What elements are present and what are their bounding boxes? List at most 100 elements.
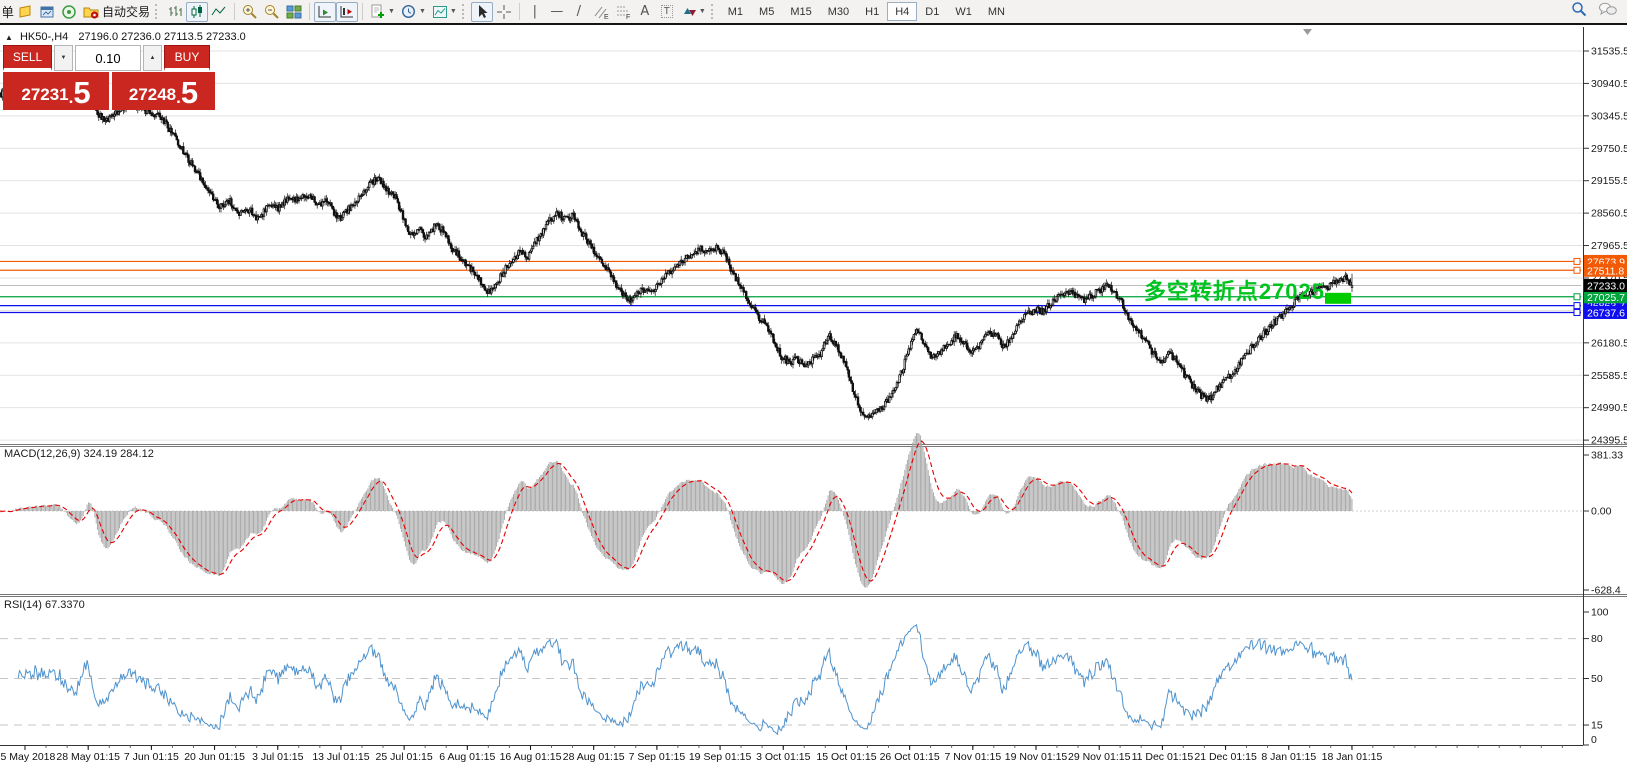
text-tool[interactable]: A xyxy=(640,4,650,19)
volume-input[interactable] xyxy=(75,45,141,71)
toolbar-grip xyxy=(710,4,716,19)
svg-text:27233.0: 27233.0 xyxy=(1587,280,1625,292)
trendline-tool[interactable]: / xyxy=(576,4,582,19)
chart-window-icon[interactable] xyxy=(36,2,58,22)
chevron-down-icon: ▼ xyxy=(388,8,395,15)
toolbar-separator xyxy=(309,3,311,20)
zoom-in-icon[interactable] xyxy=(239,2,261,22)
svg-text:11 Dec 01:15: 11 Dec 01:15 xyxy=(1132,751,1194,763)
new-order-button-partial[interactable]: 单 xyxy=(3,5,14,20)
cursor-tool-icon[interactable] xyxy=(470,1,493,22)
svg-text:6 Aug 01:15: 6 Aug 01:15 xyxy=(439,751,495,763)
tf-w1[interactable]: W1 xyxy=(955,5,972,18)
chevron-down-icon: ▼ xyxy=(418,8,426,15)
svg-text:31535.5: 31535.5 xyxy=(1591,46,1627,58)
auto-scroll-icon[interactable] xyxy=(314,1,337,22)
svg-text:15 Oct 01:15: 15 Oct 01:15 xyxy=(816,751,876,763)
price-chart-canvas[interactable]: 31535.5 30940.5 30345.5 29750.5 29155.5 28560… xyxy=(0,27,1627,767)
tf-m30[interactable]: M30 xyxy=(827,5,850,18)
chart-annotation-text[interactable]: 多空转折点27025 xyxy=(1143,279,1325,304)
svg-text:100: 100 xyxy=(1591,607,1609,619)
indicators-button[interactable]: ▼ xyxy=(367,2,398,22)
svg-text:7 Sep 01:15: 7 Sep 01:15 xyxy=(629,751,686,763)
toolbar-separator xyxy=(362,3,364,20)
tf-mn[interactable]: MN xyxy=(987,5,1005,18)
svg-text:29750.5: 29750.5 xyxy=(1591,143,1627,155)
svg-text:26 Oct 01:15: 26 Oct 01:15 xyxy=(880,751,940,763)
volume-decrease-button[interactable]: ▼ xyxy=(54,45,73,71)
fibonacci-tool-icon[interactable]: F xyxy=(612,2,634,22)
main-toolbar: 单 自动交易 ▼ ▼ ▼ | — / E F A T ▼ M1 M5 M15 M… xyxy=(0,0,1627,25)
toolbar-grip xyxy=(461,4,467,19)
tf-m5[interactable]: M5 xyxy=(759,5,775,18)
svg-text:20 Jun 01:15: 20 Jun 01:15 xyxy=(184,751,245,763)
svg-text:29 Nov 01:15: 29 Nov 01:15 xyxy=(1068,751,1131,763)
svg-text:26180.5: 26180.5 xyxy=(1591,337,1627,349)
toolbar-grip xyxy=(155,4,160,19)
search-icon[interactable] xyxy=(1571,1,1588,23)
auto-trading-button[interactable]: 自动交易 xyxy=(80,2,153,22)
buy-button[interactable]: BUY xyxy=(164,45,210,71)
chevron-down-icon: ▼ xyxy=(698,8,706,15)
volume-increase-button[interactable]: ▲ xyxy=(143,45,162,71)
svg-text:7 Jun 01:15: 7 Jun 01:15 xyxy=(124,751,179,763)
svg-text:27965.5: 27965.5 xyxy=(1591,240,1627,252)
ohlc-values: 27196.0 27236.0 27113.5 27233.0 xyxy=(78,31,246,43)
vertical-line-tool[interactable]: | xyxy=(532,4,538,19)
svg-text:28 Aug 01:15: 28 Aug 01:15 xyxy=(563,751,625,763)
chevron-down-icon: ▼ xyxy=(449,8,457,15)
arrows-tool-button[interactable]: ▼ xyxy=(678,2,709,22)
crosshair-tool-icon[interactable] xyxy=(493,2,515,22)
toolbar-separator xyxy=(234,3,236,20)
svg-text:0: 0 xyxy=(1591,734,1597,746)
chart-shift-icon[interactable] xyxy=(336,1,359,22)
signal-icon[interactable] xyxy=(58,2,80,22)
buy-price-display[interactable]: 27248. 5 xyxy=(112,72,215,110)
text-label-tool[interactable]: T xyxy=(656,2,678,22)
svg-text:13 Jul 01:15: 13 Jul 01:15 xyxy=(312,751,369,763)
sell-button[interactable]: SELL xyxy=(3,45,52,71)
svg-text:80: 80 xyxy=(1591,633,1603,645)
svg-text:18 Jan 01:15: 18 Jan 01:15 xyxy=(1322,751,1383,763)
svg-text:19 Sep 01:15: 19 Sep 01:15 xyxy=(689,751,752,763)
sell-price-display[interactable]: 27231. 5 xyxy=(3,72,109,110)
svg-text:29155.5: 29155.5 xyxy=(1591,175,1627,187)
macd-indicator-label: MACD(12,26,9) 324.19 284.12 xyxy=(4,448,154,460)
svg-text:21 Dec 01:15: 21 Dec 01:15 xyxy=(1194,751,1257,763)
svg-text:28 May 01:15: 28 May 01:15 xyxy=(56,751,120,763)
zoom-out-icon[interactable] xyxy=(261,2,283,22)
horizontal-line-tool[interactable]: — xyxy=(550,4,564,19)
tile-windows-icon[interactable] xyxy=(283,2,305,22)
bar-chart-icon[interactable] xyxy=(164,2,186,22)
channel-tool-icon[interactable]: E xyxy=(590,2,612,22)
svg-text:28560.5: 28560.5 xyxy=(1591,208,1627,220)
tf-m1[interactable]: M1 xyxy=(727,5,744,18)
svg-text:16 Aug 01:15: 16 Aug 01:15 xyxy=(500,751,562,763)
svg-text:27025.7: 27025.7 xyxy=(1587,292,1625,304)
svg-text:7 Nov 01:15: 7 Nov 01:15 xyxy=(945,751,1002,763)
toolbar-separator xyxy=(518,3,520,20)
auto-trading-label: 自动交易 xyxy=(102,5,151,19)
tf-m15[interactable]: M15 xyxy=(790,5,812,18)
svg-text:F: F xyxy=(626,14,630,20)
periods-button[interactable]: ▼ xyxy=(398,2,429,22)
tf-h1[interactable]: H1 xyxy=(865,5,880,18)
arrows-icon xyxy=(683,7,696,16)
svg-text:25 Jul 01:15: 25 Jul 01:15 xyxy=(376,751,433,763)
svg-text:8 Jan 01:15: 8 Jan 01:15 xyxy=(1261,751,1316,763)
tf-d1[interactable]: D1 xyxy=(925,5,940,18)
chart-title: ▲ HK50-,H4 27196.0 27236.0 27113.5 27233… xyxy=(5,31,246,43)
svg-text:26737.6: 26737.6 xyxy=(1587,307,1625,319)
templates-button[interactable]: ▼ xyxy=(429,2,460,22)
svg-text:25585.5: 25585.5 xyxy=(1591,370,1627,382)
tf-h4[interactable]: H4 xyxy=(887,2,918,21)
svg-text:50: 50 xyxy=(1591,673,1603,685)
order-ticket-icon[interactable] xyxy=(14,2,36,22)
rsi-indicator-label: RSI(14) 67.3370 xyxy=(4,599,85,611)
line-chart-icon[interactable] xyxy=(208,2,230,22)
candlestick-chart-icon[interactable] xyxy=(186,1,209,22)
chat-icon[interactable] xyxy=(1598,1,1618,23)
one-click-trade-panel: SELL ▼ ▲ BUY 27231.5 27248.5 xyxy=(3,45,217,110)
collapse-triangle-icon[interactable]: ▲ xyxy=(5,33,13,42)
svg-text:24395.5: 24395.5 xyxy=(1591,435,1627,447)
